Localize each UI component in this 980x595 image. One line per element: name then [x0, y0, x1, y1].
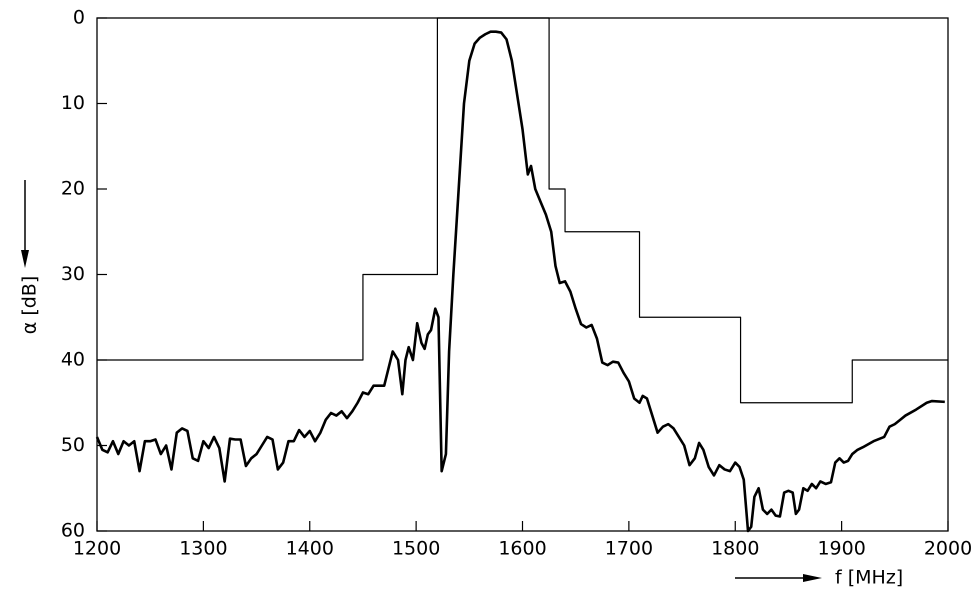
x-arrow-head — [803, 574, 822, 582]
y-tick-label: 40 — [61, 349, 85, 371]
y-tick-label: 30 — [61, 263, 85, 285]
x-tick-label: 1500 — [392, 538, 440, 560]
y-tick-label: 50 — [61, 434, 85, 456]
series-line — [95, 30, 945, 533]
x-tick-label: 1300 — [179, 538, 227, 560]
y-tick-label: 60 — [61, 520, 85, 542]
x-tick-label: 1900 — [817, 538, 865, 560]
x-tick-label: 1200 — [73, 538, 121, 560]
y-arrow-head — [21, 250, 29, 268]
plot-frame — [96, 17, 949, 532]
x-tick-label: 2000 — [924, 538, 972, 560]
x-axis-label: f [MHz] — [835, 567, 903, 589]
x-tick-label: 1700 — [605, 538, 653, 560]
y-tick-label: 0 — [73, 7, 85, 29]
y-tick-label: 20 — [61, 178, 85, 200]
series-line — [97, 17, 948, 404]
x-tick-label: 1600 — [498, 538, 546, 560]
y-tick-label: 10 — [61, 92, 85, 114]
x-tick-label: 1800 — [711, 538, 759, 560]
x-tick-label: 1400 — [286, 538, 334, 560]
y-axis-label: α [dB] — [19, 276, 41, 334]
